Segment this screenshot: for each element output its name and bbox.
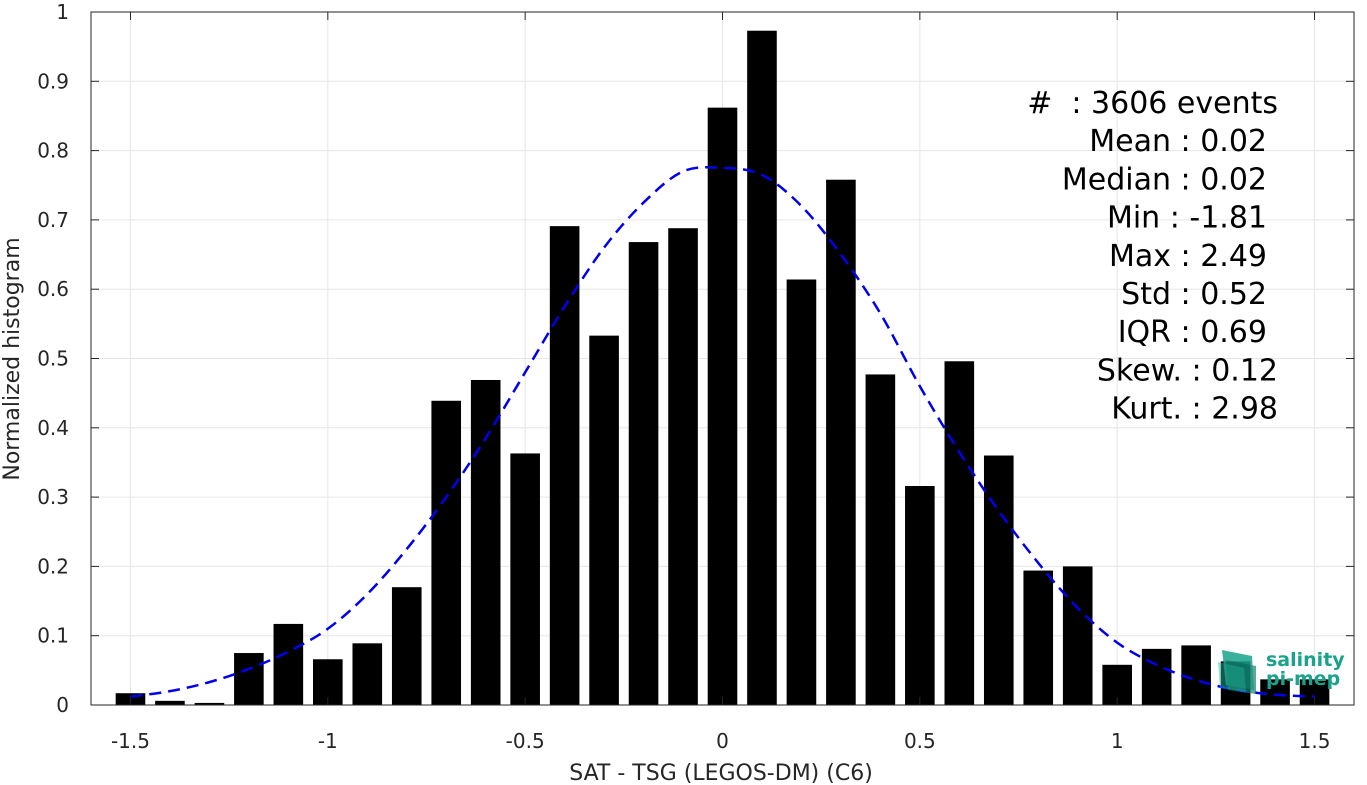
histogram-bar [1181, 645, 1211, 705]
stat-line: IQR : 0.69 [1118, 315, 1267, 350]
histogram-bar [1260, 679, 1290, 705]
y-tick-label: 0.3 [37, 485, 69, 509]
histogram-bars [115, 30, 1330, 706]
stat-line: # : 3606 events [1027, 86, 1278, 121]
histogram-bar [668, 228, 698, 705]
histogram-bar [1023, 570, 1054, 705]
logo-line-1: salinity [1266, 649, 1345, 671]
stat-line: Std : 0.52 [1121, 277, 1267, 312]
histogram-bar [470, 379, 501, 705]
x-tick-label: -1 [318, 729, 338, 753]
histogram-bar [905, 486, 935, 705]
histogram-bar [589, 335, 619, 705]
stat-line: Max : 2.49 [1109, 239, 1267, 274]
histogram-bar [707, 107, 738, 705]
histogram-bar [194, 702, 225, 705]
histogram-bar [273, 623, 304, 705]
y-tick-label: 0.2 [37, 554, 69, 578]
salinity-pi-mep-logo: salinity pi-mep [1218, 649, 1345, 694]
histogram-bar [1062, 566, 1093, 705]
histogram-bar [510, 453, 540, 705]
y-tick-label: 0.5 [37, 347, 69, 371]
y-tick-label: 0.7 [37, 208, 69, 232]
histogram-bar [747, 30, 777, 706]
stat-line: Mean : 0.02 [1089, 124, 1267, 159]
logo-mark-icon [1218, 650, 1256, 694]
histogram-bar [431, 400, 462, 705]
y-axis-title: Normalized histogram [0, 237, 25, 480]
histogram-bar [786, 279, 817, 705]
histogram-bar [628, 242, 659, 706]
x-tick-label: -1.5 [111, 729, 150, 753]
histogram-bar [391, 587, 422, 705]
y-tick-label: 0.6 [37, 277, 69, 301]
histogram-bar [826, 179, 856, 705]
gaussian-fit-curve [130, 165, 1315, 698]
y-tick-labels: 0 0.1 0.2 0.3 0.4 0.5 0.6 0.7 0.8 0.9 1 [37, 0, 69, 717]
stat-line: Median : 0.02 [1062, 162, 1267, 197]
histogram-bar [234, 653, 264, 705]
histogram-bar [155, 700, 185, 705]
logo-line-2: pi-mep [1266, 668, 1340, 690]
y-tick-label: 1 [56, 0, 69, 24]
histogram-bar [865, 374, 896, 705]
x-tick-label: -0.5 [506, 729, 545, 753]
histogram-bar [1141, 648, 1172, 705]
y-tick-label: 0.9 [37, 69, 69, 93]
y-tick-label: 0 [56, 693, 69, 717]
x-tick-label: 0.5 [904, 729, 936, 753]
x-tick-labels: -1.5 -1 -0.5 0 0.5 1 1.5 [111, 729, 1330, 753]
histogram-bar [352, 643, 383, 705]
histogram-bar [549, 226, 580, 705]
stat-line: Min : -1.81 [1107, 201, 1267, 236]
x-tick-label: 1.5 [1299, 729, 1331, 753]
y-tick-label: 0.8 [37, 139, 69, 163]
stat-line: Skew. : 0.12 [1097, 353, 1278, 388]
axis-ticks [91, 11, 1354, 706]
stat-line: Kurt. : 2.98 [1111, 392, 1278, 427]
histogram-bar [944, 361, 975, 705]
x-tick-label: 0 [716, 729, 729, 753]
y-tick-label: 0.1 [37, 624, 69, 648]
y-tick-label: 0.4 [37, 416, 69, 440]
histogram-bar [983, 455, 1014, 705]
x-tick-label: 1 [1111, 729, 1124, 753]
x-axis-title: SAT - TSG (LEGOS-DM) (C6) [569, 761, 873, 785]
